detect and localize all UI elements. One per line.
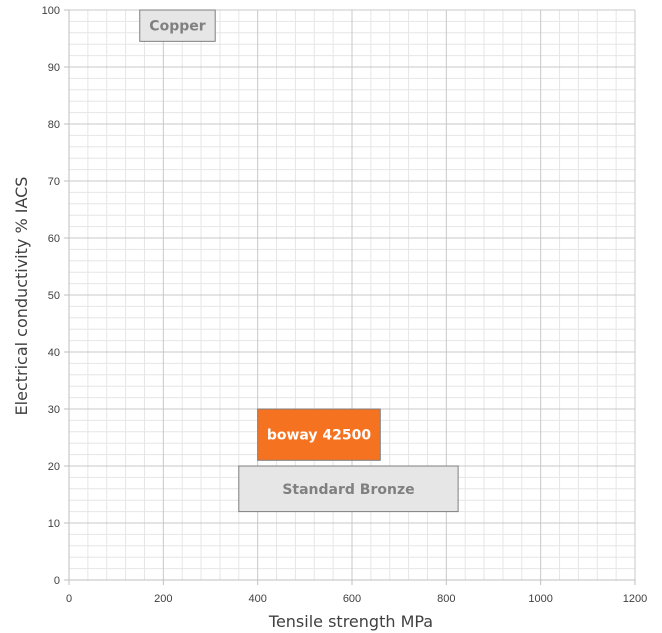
y-tick-label: 70	[48, 176, 60, 188]
y-tick-label: 80	[48, 119, 60, 131]
region-label-copper: Copper	[149, 19, 205, 35]
y-tick-label: 0	[54, 575, 60, 587]
y-tick-label: 50	[48, 290, 60, 302]
y-axis-title: Electrical conductivity % IACS	[12, 177, 31, 416]
y-tick-label: 10	[48, 518, 60, 530]
x-tick-label: 1000	[528, 593, 552, 605]
y-tick-label: 100	[42, 5, 60, 17]
y-tick-label: 60	[48, 233, 60, 245]
y-tick-label: 40	[48, 347, 60, 359]
x-axis-title: Tensile strength MPa	[268, 612, 433, 631]
x-tick-label: 600	[343, 593, 361, 605]
region-label-standard-bronze: Standard Bronze	[282, 482, 414, 498]
y-tick-label: 30	[48, 404, 60, 416]
region-label-boway-42500: boway 42500	[267, 428, 372, 444]
y-tick-label: 90	[48, 62, 60, 74]
x-tick-label: 400	[248, 593, 266, 605]
y-tick-label: 20	[48, 461, 60, 473]
x-tick-label: 0	[66, 593, 72, 605]
tick-labels: 0 200 400 600 800 1000 1200 0 10 20 30 40 50 60 70 80 90…	[42, 5, 648, 605]
x-tick-label: 800	[437, 593, 455, 605]
x-tick-label: 200	[154, 593, 172, 605]
x-tick-label: 1200	[623, 593, 647, 605]
